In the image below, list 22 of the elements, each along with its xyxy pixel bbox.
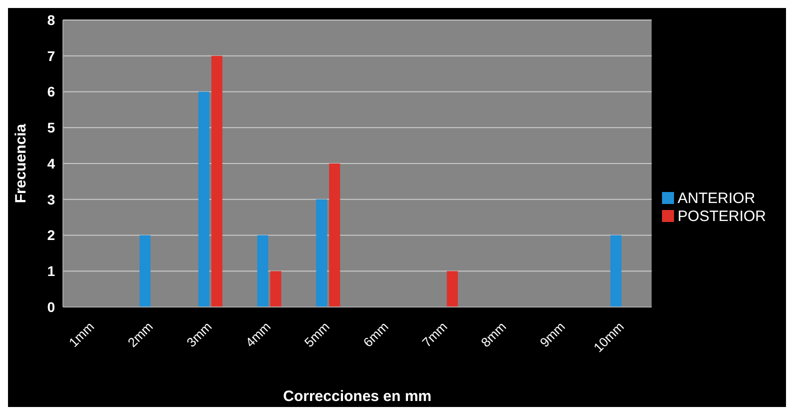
bar (316, 199, 328, 307)
y-tick-label: 0 (47, 298, 56, 315)
legend-label: POSTERIOR (678, 208, 766, 224)
bar (211, 56, 222, 307)
bar (140, 235, 151, 307)
x-axis-title: Correcciones en mm (283, 388, 432, 405)
y-tick-label: 7 (47, 48, 56, 64)
bar (198, 92, 210, 307)
y-tick-label: 8 (47, 12, 56, 28)
y-tick-label: 5 (47, 120, 56, 136)
bar (270, 271, 282, 307)
y-axis-title: Frecuencia (12, 123, 30, 204)
bar (329, 164, 340, 307)
bar (610, 235, 622, 307)
y-tick-label: 6 (47, 84, 56, 100)
y-tick-label: 3 (47, 191, 56, 208)
y-tick-label: 1 (47, 263, 56, 280)
y-tick-label: 4 (47, 155, 56, 172)
bar (446, 271, 458, 307)
legend-label: ANTERIOR (678, 190, 756, 206)
bar (257, 235, 268, 307)
y-tick-label: 2 (47, 227, 56, 244)
